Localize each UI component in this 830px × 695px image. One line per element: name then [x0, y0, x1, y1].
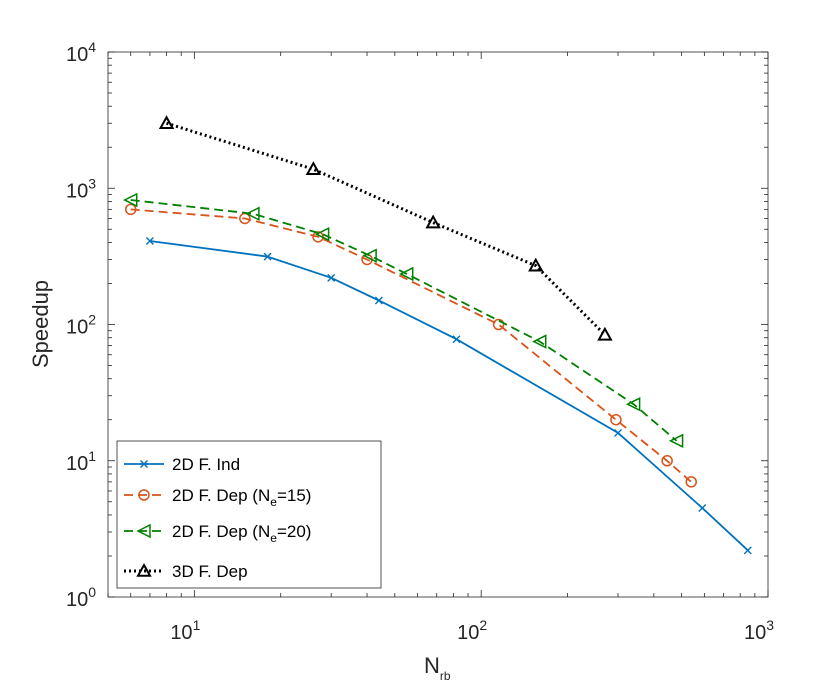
legend-label-main: 2D F. Ind — [172, 455, 240, 474]
data-point — [327, 273, 336, 282]
legend-label-sub: e — [270, 495, 277, 509]
data-point — [492, 318, 505, 331]
series-line — [149, 240, 749, 551]
x-tick-exp: 1 — [193, 617, 201, 633]
x-axis-label-main: N — [424, 653, 440, 678]
data-point — [743, 546, 752, 555]
data-point — [362, 248, 377, 263]
y-tick-label: 100 — [66, 584, 96, 611]
y-tick-exp: 2 — [88, 312, 96, 328]
y-tick-label: 104 — [66, 39, 96, 66]
x-tick-label: 101 — [170, 617, 200, 644]
legend-label: 3D F. Dep — [172, 562, 248, 581]
series-1 — [145, 237, 752, 555]
series-layer — [123, 115, 752, 555]
data-point — [425, 214, 441, 229]
legend-label: 2D F. Dep (Ne=20) — [172, 522, 311, 545]
legend-item: 2D F. Dep (Ne=20) — [124, 522, 311, 545]
series-line — [166, 121, 606, 336]
data-point — [158, 115, 175, 130]
data-point — [528, 257, 544, 272]
data-point — [625, 396, 641, 412]
legend-label-tail: =15) — [277, 486, 312, 505]
y-tick-base: 10 — [66, 44, 88, 66]
data-point — [124, 203, 137, 216]
y-axis-label: Speedup — [28, 280, 53, 368]
x-tick-exp: 2 — [479, 617, 487, 633]
x-axis-label: Nrb — [424, 653, 451, 683]
legend-box — [116, 440, 382, 589]
data-point — [610, 413, 622, 426]
y-tick-label: 101 — [66, 448, 96, 475]
data-point — [136, 523, 151, 539]
y-tick-label: 103 — [66, 175, 96, 202]
data-point — [698, 504, 707, 512]
data-point — [305, 161, 322, 175]
data-point — [123, 192, 138, 208]
x-tick-base: 10 — [457, 622, 479, 644]
series-4 — [158, 115, 613, 341]
data-point — [399, 266, 414, 282]
data-point — [314, 226, 330, 242]
legend-label: 2D F. Dep (Ne=15) — [172, 486, 311, 509]
x-tick-label: 102 — [457, 617, 487, 644]
data-point — [138, 489, 150, 501]
legend-label-main: 3D F. Dep — [172, 562, 248, 581]
legend-item: 2D F. Ind — [124, 455, 240, 474]
data-point — [661, 455, 673, 467]
legend-label-main: 2D F. Dep (N — [172, 486, 270, 505]
y-tick-label: 102 — [66, 312, 96, 339]
x-tick-label: 103 — [744, 617, 774, 644]
data-point — [140, 460, 148, 468]
y-tick-base: 10 — [66, 180, 88, 202]
data-point — [614, 428, 623, 437]
series-line — [130, 199, 678, 442]
y-tick-exp: 1 — [88, 448, 96, 464]
legend-item: 2D F. Dep (Ne=15) — [124, 486, 311, 509]
data-point — [452, 335, 461, 344]
x-tick-base: 10 — [170, 622, 192, 644]
legend-label-tail: =20) — [277, 522, 312, 541]
data-point — [145, 237, 154, 246]
series-3 — [123, 192, 684, 449]
y-tick-base: 10 — [66, 453, 88, 475]
data-point — [263, 252, 272, 261]
data-point — [245, 206, 260, 221]
x-axis-label-sub: rb — [440, 669, 451, 683]
y-tick-exp: 3 — [88, 175, 96, 191]
legend-label-main: 2D F. Dep (N — [172, 522, 270, 541]
data-point — [685, 476, 697, 488]
data-point — [597, 326, 613, 341]
y-tick-base: 10 — [66, 589, 88, 611]
axis-ticks — [107, 51, 769, 598]
series-line — [130, 208, 692, 483]
x-tick-base: 10 — [744, 622, 766, 644]
data-point — [374, 296, 383, 305]
y-tick-exp: 0 — [88, 584, 96, 600]
legend-item: 3D F. Dep — [124, 562, 248, 581]
data-point — [668, 433, 684, 449]
x-tick-exp: 3 — [766, 617, 774, 633]
legend-label: 2D F. Ind — [172, 455, 240, 474]
data-point — [136, 562, 152, 577]
y-tick-base: 10 — [66, 317, 88, 339]
y-tick-exp: 4 — [88, 39, 96, 55]
data-point — [532, 334, 547, 349]
legend-label-sub: e — [270, 531, 277, 545]
